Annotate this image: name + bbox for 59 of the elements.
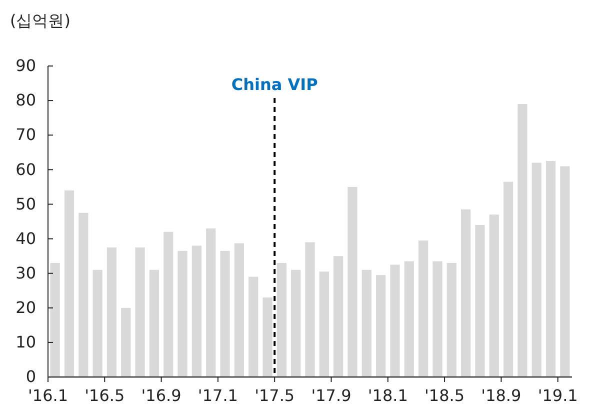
bar (489, 214, 499, 377)
bar (135, 247, 145, 377)
y-tick-label: 40 (16, 228, 36, 248)
bar (121, 308, 131, 377)
bar (92, 270, 102, 377)
x-tick-label: '17.1 (198, 386, 238, 405)
x-tick-label: '18.5 (424, 386, 465, 405)
x-tick-label: '19.1 (538, 386, 578, 405)
bar (78, 212, 88, 377)
x-tick-label: '18.9 (481, 386, 522, 405)
y-tick-label: 90 (16, 56, 36, 76)
bar (560, 166, 570, 377)
bar (475, 224, 485, 377)
y-tick-label: 80 (16, 90, 36, 110)
bar (248, 276, 258, 377)
y-tick-label: 70 (16, 125, 36, 144)
bar (149, 270, 160, 377)
x-tick-label: '16.1 (28, 386, 68, 405)
bar (532, 162, 542, 377)
y-tick-label: 0 (26, 367, 36, 386)
bar (64, 190, 74, 377)
bar (164, 232, 174, 377)
bar (376, 275, 386, 377)
bar (220, 250, 230, 377)
bar (192, 246, 202, 377)
bar (262, 298, 272, 377)
bar (206, 228, 216, 377)
y-tick-label: 50 (16, 194, 36, 214)
bar (234, 243, 244, 377)
ref-line-label: China VIP (231, 75, 318, 94)
x-tick-label: '17.9 (311, 386, 352, 405)
x-tick-label: '16.9 (141, 386, 182, 405)
bar (546, 161, 556, 377)
bar (178, 250, 188, 377)
y-axis-title: (십억원) (10, 11, 70, 30)
bar (305, 242, 315, 377)
bar (362, 270, 372, 377)
bar (348, 186, 358, 377)
x-tick-label: '17.5 (254, 386, 295, 405)
bar (334, 256, 344, 377)
bar (460, 209, 471, 377)
bar (50, 262, 60, 377)
bar (446, 262, 456, 377)
y-tick-label: 30 (16, 263, 36, 282)
y-tick-label: 10 (16, 332, 36, 352)
bar (418, 240, 428, 377)
x-tick-label: '18.1 (368, 386, 408, 405)
bar (503, 182, 514, 377)
bar (518, 104, 528, 377)
bar (106, 247, 117, 377)
bar (276, 262, 286, 377)
bar (432, 261, 442, 377)
x-tick-label: '16.5 (84, 386, 125, 405)
bar (291, 270, 301, 377)
bar (404, 261, 414, 377)
y-tick-label: 20 (16, 298, 36, 318)
y-tick-label: 60 (16, 160, 36, 179)
bar (319, 272, 329, 377)
bar (390, 264, 400, 377)
